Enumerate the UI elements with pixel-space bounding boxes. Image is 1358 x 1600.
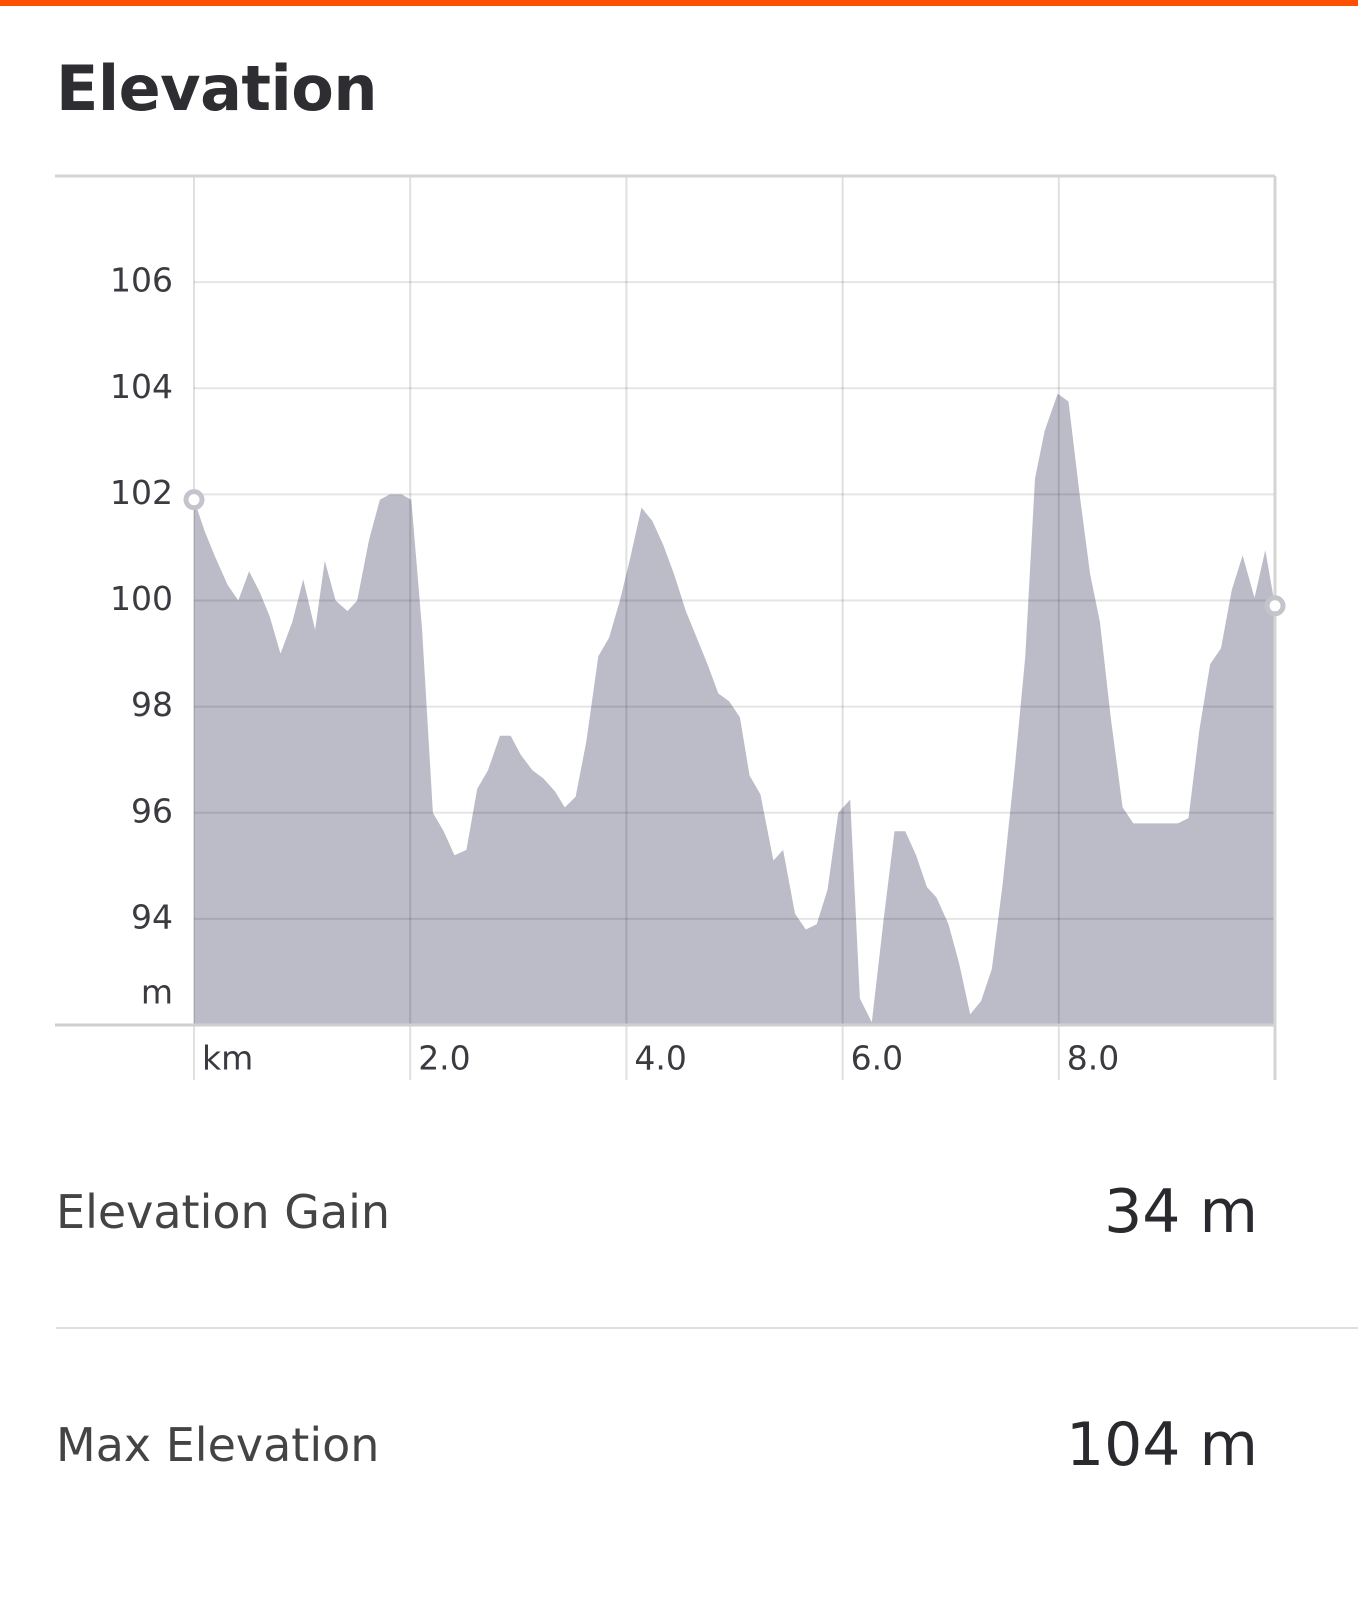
divider <box>56 1327 1358 1329</box>
y-tick-label: 98 <box>131 685 173 724</box>
x-tick-label: 4.0 <box>634 1039 686 1078</box>
stat-label: Elevation Gain <box>56 1185 391 1239</box>
y-tick-label: 96 <box>131 791 173 830</box>
x-tick-label: 8.0 <box>1067 1039 1119 1078</box>
stat-label: Max Elevation <box>56 1418 380 1472</box>
endpoint-marker <box>183 489 205 511</box>
x-tick-label: km <box>202 1039 253 1078</box>
elevation-chart: 94 96 98 100 102 104 106 mkm 2.0 4.0 6.0 8.0 <box>55 174 1286 1080</box>
elevation-area <box>194 393 1275 1026</box>
y-tick-label: 104 <box>110 367 173 406</box>
stat-value: 34 m <box>1104 1177 1258 1247</box>
y-tick-label: 106 <box>110 261 173 300</box>
stat-value: 104 m <box>1065 1410 1258 1480</box>
x-tick-label: 2.0 <box>418 1039 470 1078</box>
y-tick-label: 102 <box>110 473 173 512</box>
section-title: Elevation <box>56 52 378 125</box>
y-tick-label: 94 <box>131 897 173 936</box>
stat-row: Elevation Gain 34 m <box>56 1172 1258 1252</box>
y-tick-label: 100 <box>110 579 173 618</box>
endpoint-marker <box>1264 595 1286 617</box>
x-tick-label: 6.0 <box>851 1039 903 1078</box>
stat-row: Max Elevation 104 m <box>56 1405 1258 1485</box>
y-axis-unit: m <box>141 973 173 1012</box>
top-accent-bar <box>0 0 1358 6</box>
